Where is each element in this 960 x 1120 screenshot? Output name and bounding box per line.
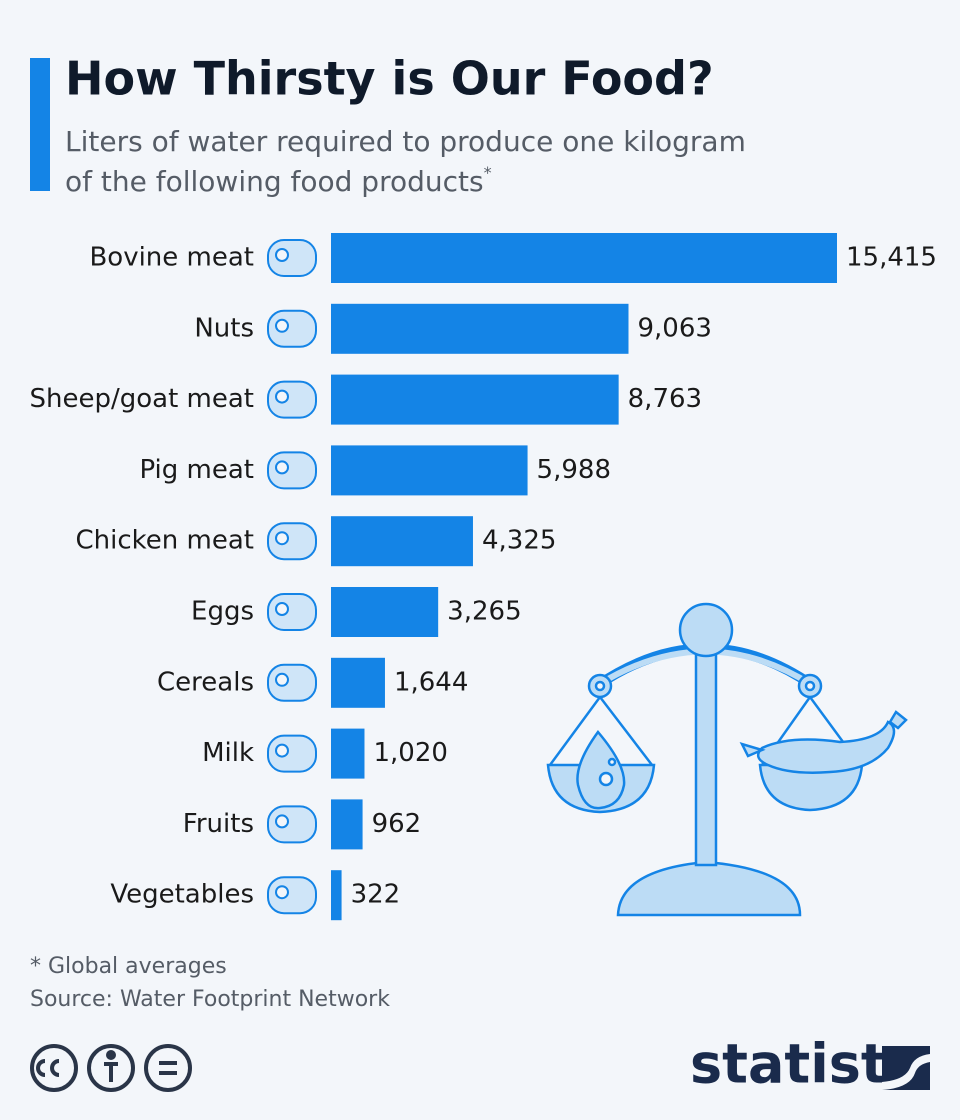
bar <box>331 728 365 779</box>
category-icon <box>267 451 317 490</box>
category-label: Bovine meat <box>89 243 254 273</box>
category-icon <box>267 593 317 631</box>
value-label: 4,325 <box>482 526 556 556</box>
category-label: Nuts <box>194 313 254 343</box>
icon-shape <box>267 734 317 773</box>
bar <box>331 516 473 567</box>
source: Source: Water Footprint Network <box>30 987 390 1012</box>
icon-shape <box>267 805 317 844</box>
icon-detail <box>275 248 289 262</box>
icon-shape <box>267 522 317 561</box>
accent-bar <box>30 58 50 191</box>
bar <box>331 233 837 283</box>
icon-shape <box>267 239 317 277</box>
bar <box>331 799 363 850</box>
bar <box>331 870 342 921</box>
category-label: Vegetables <box>110 880 254 910</box>
category-icon <box>267 876 317 915</box>
icon-detail <box>275 531 289 546</box>
icon-shape <box>267 876 317 915</box>
subtitle-note: * <box>484 163 492 182</box>
icon-detail <box>275 318 289 333</box>
category-icon <box>267 380 317 419</box>
brand-mark <box>882 1046 930 1090</box>
icon-shape <box>267 593 317 631</box>
bar <box>331 303 629 354</box>
icon-detail <box>275 460 289 475</box>
category-label: Cereals <box>157 667 254 697</box>
bar <box>331 587 439 637</box>
category-icon <box>267 734 317 773</box>
bar <box>331 445 528 496</box>
chart-subtitle: Liters of water required to produce one … <box>65 125 746 158</box>
subtitle-line: of the following food products <box>65 165 484 198</box>
icon-shape <box>267 663 317 702</box>
chart-title: How Thirsty is Our Food? <box>65 52 714 106</box>
value-label: 1,644 <box>394 667 468 697</box>
icon-detail <box>275 814 289 829</box>
bar <box>331 657 385 708</box>
value-label: 962 <box>372 809 422 839</box>
value-label: 1,020 <box>373 738 447 768</box>
icon-detail <box>275 885 289 900</box>
category-icon <box>267 522 317 561</box>
category-icon <box>267 663 317 702</box>
category-label: Sheep/goat meat <box>30 384 255 414</box>
scale-illustration <box>546 602 908 917</box>
category-label: Eggs <box>191 597 254 627</box>
value-label: 322 <box>351 880 401 910</box>
value-label: 15,415 <box>846 243 937 273</box>
category-label: Fruits <box>183 809 254 839</box>
category-label: Milk <box>202 738 254 768</box>
value-label: 9,063 <box>637 313 711 343</box>
category-icon <box>267 239 317 277</box>
icon-shape <box>267 380 317 419</box>
category-icon <box>267 805 317 844</box>
footnote: * Global averages <box>30 954 227 979</box>
license-icons <box>30 1044 192 1092</box>
icon-shape <box>267 309 317 348</box>
value-label: 8,763 <box>628 384 702 414</box>
category-label: Chicken meat <box>76 526 254 556</box>
value-label: 5,988 <box>537 455 611 485</box>
icon-detail <box>275 602 289 616</box>
icon-detail <box>275 389 289 404</box>
chart-subtitle: of the following food products* <box>65 163 492 199</box>
value-label: 3,265 <box>447 597 521 627</box>
bar <box>331 374 619 425</box>
category-label: Pig meat <box>139 455 254 485</box>
icon-detail <box>275 743 289 758</box>
icon-shape <box>267 451 317 490</box>
icon-detail <box>275 672 289 687</box>
category-icon <box>267 309 317 348</box>
